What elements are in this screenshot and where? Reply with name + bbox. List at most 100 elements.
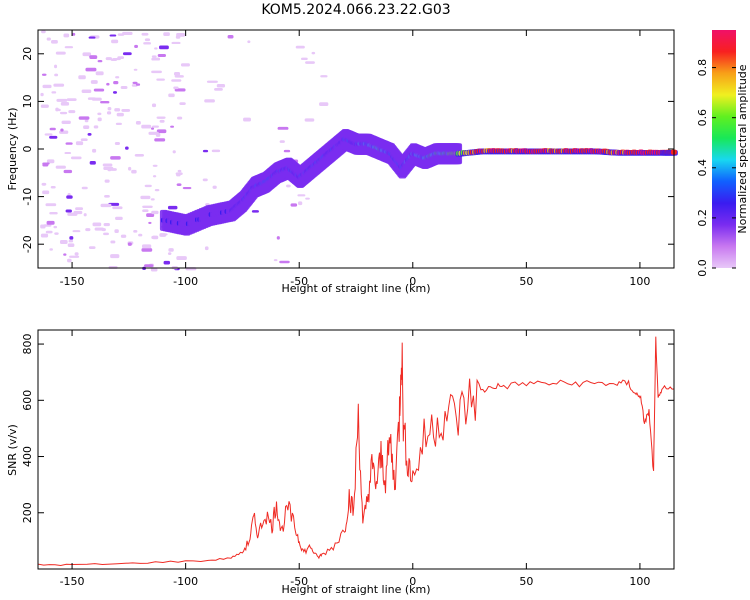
heatmap-noise-cell bbox=[163, 32, 170, 36]
heatmap-noise-cell bbox=[135, 83, 141, 86]
heatmap-noise-cell bbox=[50, 186, 56, 189]
heatmap-noise-cell bbox=[295, 45, 305, 49]
heatmap-noise-cell bbox=[286, 184, 291, 188]
top-y-tick-label: -20 bbox=[21, 235, 34, 253]
heatmap-noise-cell bbox=[106, 82, 110, 86]
heatmap-noise-cell bbox=[69, 236, 74, 240]
heatmap-noise-cell bbox=[92, 222, 102, 227]
heatmap-noise-cell bbox=[202, 178, 208, 182]
heatmap-noise-cell bbox=[114, 229, 119, 233]
heatmap-noise-cell bbox=[159, 233, 167, 237]
heatmap-noise-cell bbox=[80, 138, 88, 141]
top-x-tick-label: -50 bbox=[290, 275, 308, 288]
heatmap-noise-cell bbox=[121, 108, 131, 112]
heatmap-noise-cell bbox=[134, 44, 138, 48]
heatmap-noise-cell bbox=[40, 233, 49, 238]
heatmap-noise-cell bbox=[41, 30, 46, 34]
heatmap-noise-cell bbox=[180, 63, 190, 67]
heatmap-noise-cell bbox=[100, 101, 110, 104]
colorbar-label: Normalized spectral amplitude bbox=[736, 64, 749, 233]
heatmap-noise-cell bbox=[85, 67, 97, 72]
heatmap-noise-cell bbox=[82, 52, 92, 57]
heatmap-noise-cell bbox=[151, 103, 157, 108]
heatmap-noise-cell bbox=[110, 168, 117, 171]
heatmap-noise-cell bbox=[67, 243, 75, 247]
heatmap-noise-cell bbox=[112, 206, 123, 210]
heatmap-noise-cell bbox=[116, 112, 124, 117]
heatmap-noise-cell bbox=[115, 216, 123, 221]
heatmap-noise-cell bbox=[251, 210, 259, 213]
heatmap-noise-cell bbox=[112, 91, 118, 94]
heatmap-noise-cell bbox=[138, 233, 143, 237]
heatmap-noise-cell bbox=[204, 246, 209, 251]
heatmap-noise-cell bbox=[128, 166, 132, 171]
heatmap-noise-cell bbox=[97, 112, 102, 116]
heatmap-noise-cell bbox=[113, 80, 119, 85]
bottom-x-tick-label: -50 bbox=[290, 575, 308, 588]
bottom-y-tick-label: 200 bbox=[21, 502, 34, 523]
heatmap-noise-cell bbox=[68, 239, 74, 243]
heatmap-noise-cell bbox=[133, 230, 138, 233]
heatmap-noise-cell bbox=[103, 232, 109, 236]
heatmap-noise-cell bbox=[148, 131, 159, 135]
heatmap-noise-cell bbox=[63, 253, 67, 256]
bottom-y-axis-label: SNR (v/v) bbox=[6, 424, 19, 476]
heatmap-noise-cell bbox=[144, 38, 151, 42]
heatmap-noise-cell bbox=[243, 117, 251, 122]
bottom-x-tick-label: -150 bbox=[60, 575, 85, 588]
heatmap-noise-cell bbox=[276, 236, 280, 240]
heatmap-noise-cell bbox=[174, 88, 186, 92]
heatmap-noise-cell bbox=[151, 125, 159, 128]
colorbar-tick-label: 0.6 bbox=[696, 109, 709, 127]
heatmap-noise-cell bbox=[97, 59, 103, 63]
top-x-ticks: -150 -100 -50 0 50 100 bbox=[60, 30, 650, 288]
heatmap-noise-cell bbox=[114, 108, 121, 112]
heatmap-noise-cell bbox=[176, 32, 186, 37]
heatmap-noise-cell bbox=[100, 203, 112, 208]
top-y-tick-label: 0 bbox=[21, 146, 34, 153]
heatmap-noise-cell bbox=[174, 72, 181, 76]
heatmap-noise-cell bbox=[40, 92, 44, 97]
heatmap-noise-cell bbox=[89, 161, 96, 165]
heatmap-noise-cell bbox=[304, 118, 315, 122]
heatmap-noise-cell bbox=[111, 39, 119, 44]
heatmap-noise-cell bbox=[67, 212, 78, 216]
bottom-x-axis-label: Height of straight line (km) bbox=[281, 583, 430, 596]
bottom-y-tick-label: 800 bbox=[21, 334, 34, 355]
heatmap-noise-cell bbox=[51, 91, 57, 94]
heatmap-noise-cell bbox=[110, 58, 118, 61]
heatmap-noise-cell bbox=[144, 264, 154, 268]
heatmap-noise-cell bbox=[55, 165, 66, 169]
heatmap-noise-cell bbox=[83, 213, 87, 217]
heatmap-noise-cell bbox=[152, 175, 157, 178]
heatmap-noise-cell bbox=[78, 116, 90, 120]
heatmap-noise-cell bbox=[120, 234, 127, 238]
heatmap-noise-cell bbox=[49, 135, 58, 139]
top-y-tick-label: -10 bbox=[21, 188, 34, 206]
heatmap-noise-cell bbox=[177, 116, 183, 120]
heatmap-noise-cell bbox=[279, 260, 290, 264]
heatmap-noise-cell bbox=[60, 101, 70, 106]
heatmap-noise-cell bbox=[67, 258, 72, 263]
heatmap-noise-cell bbox=[75, 141, 84, 146]
heatmap-noise-cell bbox=[122, 31, 133, 35]
heatmap-noise-cell bbox=[81, 186, 88, 190]
heatmap-noise-cell bbox=[151, 57, 161, 61]
bottom-x-ticks: -150 -100 -50 0 50 100 bbox=[60, 330, 650, 588]
heatmap-noise-cell bbox=[59, 240, 68, 244]
heatmap-noise-cell bbox=[89, 55, 98, 60]
heatmap-noise-cell bbox=[45, 230, 53, 234]
heatmap-noise-cell bbox=[311, 51, 316, 55]
heatmap-noise-cell bbox=[66, 98, 77, 101]
heatmap-noise-cell bbox=[53, 83, 65, 87]
colorbar-tick-label: 0.2 bbox=[696, 209, 709, 227]
heatmap-noise-cell bbox=[319, 102, 329, 107]
heatmap-noise-cell bbox=[85, 228, 91, 232]
heatmap-noise-cell bbox=[125, 146, 129, 150]
heatmap-noise-cell bbox=[154, 138, 166, 142]
heatmap-noise-cell bbox=[93, 125, 99, 129]
heatmap-noise-cell bbox=[320, 75, 328, 78]
heatmap-noise-cell bbox=[54, 64, 58, 69]
heatmap-noise-cell bbox=[127, 242, 132, 246]
heatmap-noise-cell bbox=[151, 210, 159, 215]
